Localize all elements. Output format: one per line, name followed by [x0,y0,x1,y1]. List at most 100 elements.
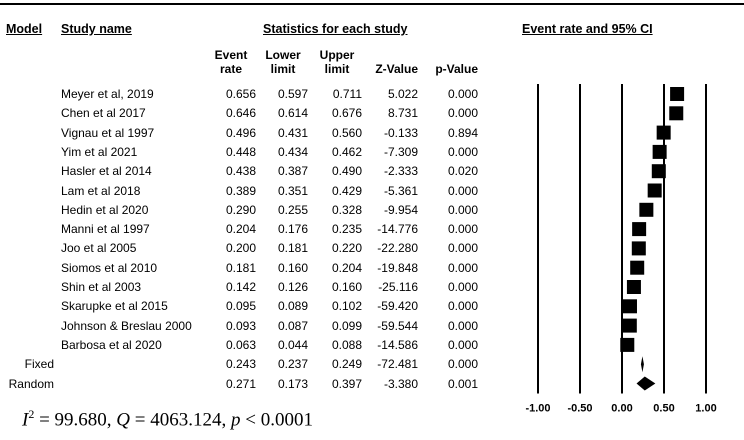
event-rate-value: 0.093 [225,318,256,333]
study-name: Meyer et al, 2019 [61,87,154,101]
p-value: 0.000 [447,222,478,237]
study-marker [639,202,654,217]
study-marker [656,125,671,140]
q-label: Q [116,409,131,431]
study-name: Hasler et al 2014 [61,164,152,179]
upper-limit-value: 0.235 [331,222,362,237]
pooled-random-diamond [636,376,656,391]
model-label: Random [8,376,54,391]
x-tick-label: 1.00 [695,403,716,415]
study-name: Vignau et al 1997 [61,125,155,140]
p-value: 0.000 [447,299,478,314]
lower-limit-value: 0.597 [277,87,308,101]
event-rate-value: 0.448 [225,144,256,159]
lower-limit-value: 0.351 [277,183,308,198]
upper-limit-value: 0.462 [331,144,362,159]
study-marker [626,280,641,294]
upper-limit-value: 0.160 [331,280,362,294]
p-value: 0.000 [447,337,478,352]
header-event-rate-line1: Event [214,48,248,62]
header-lower-line2: limit [270,62,296,76]
header-z-value: Z-Value [375,62,418,76]
lower-limit-value: 0.087 [277,318,308,333]
upper-limit-value: 0.328 [331,202,362,217]
pooled-fixed-diamond [640,356,644,373]
upper-limit-value: 0.560 [331,125,362,140]
event-rate-value: 0.656 [225,87,256,101]
header-upper-line2: limit [324,62,350,76]
upper-limit-value: 0.220 [331,241,362,256]
lower-limit-value: 0.181 [277,241,308,256]
header-upper-limit: Upper limit [312,48,362,76]
header-upper-line1: Upper [319,48,355,62]
z-value: -22.280 [377,241,418,256]
study-marker [631,241,646,256]
event-rate-value: 0.200 [225,241,256,256]
header-event-rate-ci: Event rate and 95% CI [522,22,653,36]
study-name: Barbosa et al 2020 [61,337,162,352]
i2-superscript: 2 [28,407,35,421]
lower-limit-value: 0.176 [277,222,308,237]
p-value: 0.000 [447,241,478,256]
p-value: 0.000 [447,280,478,294]
x-tick-label: -1.00 [525,403,550,415]
lower-limit-value: 0.431 [277,125,308,140]
p-value: 0.000 [447,106,478,121]
header-lower-limit: Lower limit [258,48,308,76]
x-tick-label: -0.50 [567,403,592,415]
study-name: Hedin et al 2020 [61,202,149,217]
p-value: 0.894 [447,125,478,140]
lower-limit-value: 0.237 [277,357,308,372]
study-marker [630,260,645,275]
study-name: Skarupke et al 2015 [61,299,168,314]
p-value: 0.020 [447,164,478,179]
z-value: -19.848 [377,260,418,275]
upper-limit-value: 0.711 [332,87,362,101]
z-value: -14.776 [377,222,418,237]
p-value: 0.000 [447,183,478,198]
upper-limit-value: 0.102 [331,299,362,314]
z-value: -7.309 [383,144,418,159]
event-rate-value: 0.646 [225,106,256,121]
upper-limit-value: 0.490 [331,164,362,179]
event-rate-value: 0.063 [225,337,256,352]
study-marker [669,106,684,121]
study-marker [670,87,685,101]
study-marker [632,222,647,237]
event-rate-value: 0.243 [225,357,256,372]
upper-limit-value: 0.397 [331,376,362,391]
event-rate-value: 0.095 [225,299,256,314]
z-value: 8.731 [387,106,418,121]
x-tick-label: 0.50 [653,403,674,415]
study-name: Chen et al 2017 [61,106,146,121]
header-statistics: Statistics for each study [263,22,408,36]
header-event-rate-line2: rate [219,62,242,76]
study-name: Siomos et al 2010 [61,260,158,275]
lower-limit-value: 0.160 [277,260,308,275]
lower-limit-value: 0.614 [277,106,308,121]
p-value: 0.000 [447,202,478,217]
p-value: 0.000 [447,318,478,333]
lower-limit-value: 0.126 [277,280,308,294]
study-marker [651,164,666,179]
upper-limit-value: 0.429 [331,183,362,198]
z-value: -14.586 [377,337,418,352]
p-value: 0.000 [447,87,478,101]
lower-limit-value: 0.044 [277,337,308,352]
p-value: < 0.0001 [240,409,313,431]
model-label: Fixed [24,357,54,372]
study-name: Joo et al 2005 [61,241,137,256]
i2-value: = 99.680, [34,409,117,431]
event-rate-value: 0.181 [225,260,256,275]
z-value: -3.380 [383,376,418,391]
p-value: 0.000 [447,357,478,372]
z-value: -25.116 [378,280,418,294]
study-marker [622,299,637,314]
study-name: Shin et al 2003 [61,280,142,294]
p-value: 0.000 [447,144,478,159]
p-label: p [231,409,241,431]
lower-limit-value: 0.173 [277,376,308,391]
lower-limit-value: 0.089 [277,299,308,314]
